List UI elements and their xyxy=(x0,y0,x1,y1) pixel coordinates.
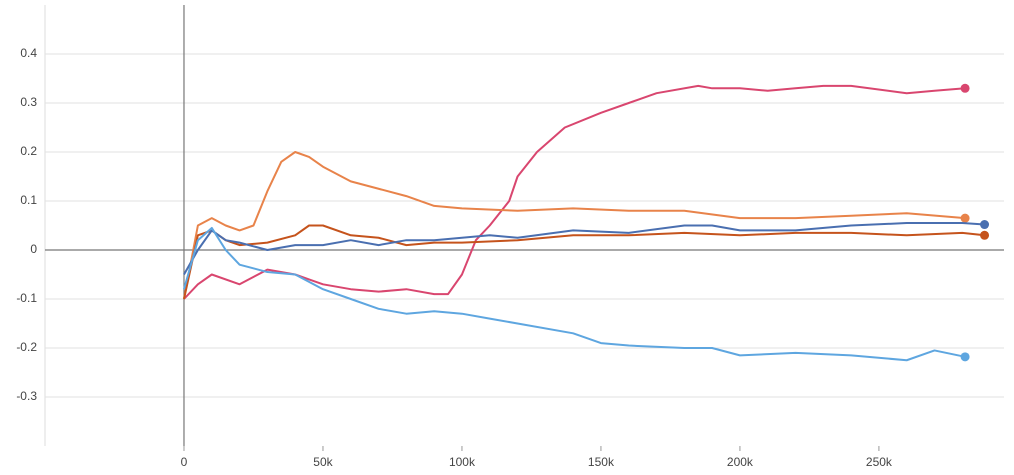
series-line xyxy=(183,226,966,362)
end-point xyxy=(960,213,970,223)
y-tick-label: -0.3 xyxy=(16,389,37,403)
y-tick-label: 0.4 xyxy=(20,46,37,60)
series-line xyxy=(183,222,985,275)
series-line xyxy=(183,224,985,300)
y-tick-label: 0.1 xyxy=(20,193,37,207)
y-tick-label: 0 xyxy=(30,242,37,256)
end-point xyxy=(980,220,990,230)
y-tick-label: 0.2 xyxy=(20,144,37,158)
series-line xyxy=(183,84,966,300)
x-tick-label: 200k xyxy=(727,455,754,469)
end-point xyxy=(960,352,970,362)
y-tick-label: 0.3 xyxy=(20,95,37,109)
end-point xyxy=(960,83,970,93)
x-tick-label: 250k xyxy=(866,455,893,469)
series-line xyxy=(183,151,966,300)
x-tick-label: 150k xyxy=(588,455,615,469)
x-tick-label: 50k xyxy=(313,455,333,469)
y-tick-label: -0.2 xyxy=(16,340,37,354)
end-point xyxy=(980,230,990,240)
x-tick-label: 100k xyxy=(449,455,476,469)
y-tick-label: -0.1 xyxy=(16,291,37,305)
x-tick-label: 0 xyxy=(181,455,188,469)
